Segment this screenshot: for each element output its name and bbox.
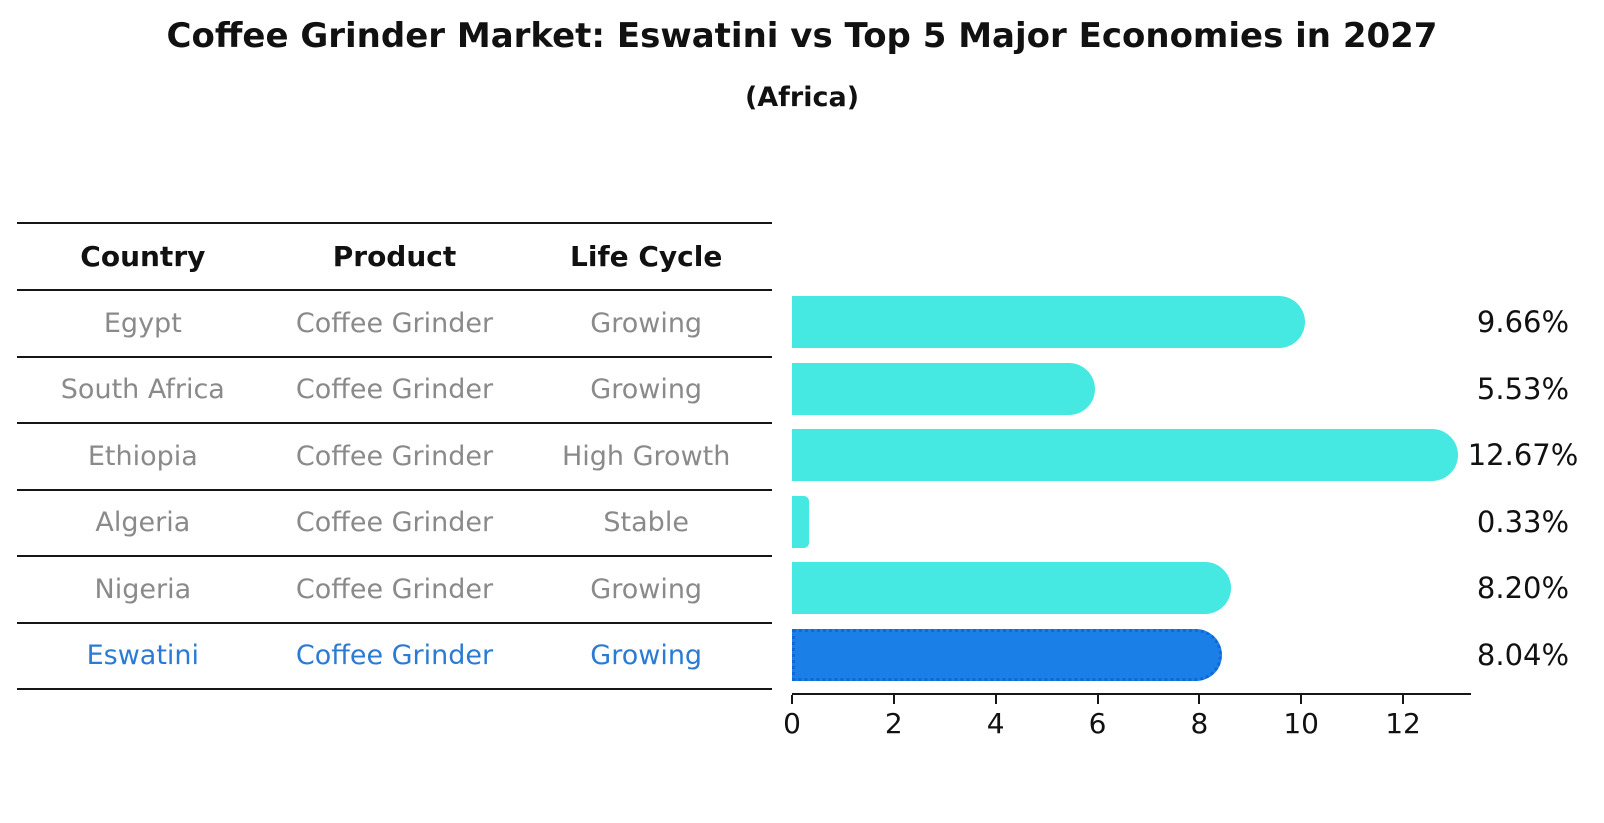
cell-product: Coffee Grinder — [295, 374, 494, 406]
cell-life-cycle: Growing — [590, 307, 703, 339]
table-row-eswatini: Eswatini Coffee Grinder Growing — [17, 624, 772, 690]
table-row-nigeria: Nigeria Coffee Grinder Growing — [17, 557, 772, 624]
cell-country: Ethiopia — [87, 440, 198, 472]
tick-label: 4 — [986, 707, 1005, 740]
cell-product: Coffee Grinder — [295, 573, 494, 605]
table-row-ethiopia: Ethiopia Coffee Grinder High Growth — [17, 424, 772, 491]
cell-country: South Africa — [60, 374, 225, 406]
table-row-egypt: Egypt Coffee Grinder Growing — [17, 291, 772, 358]
cell-product: Coffee Grinder — [295, 640, 494, 672]
tick-label: 0 — [783, 707, 801, 740]
column-header-life-cycle: Life Cycle — [570, 240, 723, 273]
cell-life-cycle: High Growth — [561, 440, 731, 472]
value-label-egypt: 9.66% — [1476, 305, 1570, 340]
cell-product: Coffee Grinder — [295, 440, 494, 472]
value-label-eswatini: 8.04% — [1476, 637, 1570, 672]
tick-label: 6 — [1088, 707, 1107, 740]
x-axis-spine — [792, 693, 1471, 695]
tick-label: 2 — [884, 707, 903, 740]
tick-mark — [1198, 695, 1201, 704]
tick-mark — [791, 695, 793, 704]
tick-mark — [1402, 695, 1405, 704]
cell-life-cycle: Growing — [590, 573, 703, 605]
value-label-nigeria: 8.20% — [1476, 571, 1570, 606]
bar-row — [792, 296, 1482, 349]
cell-life-cycle: Stable — [603, 507, 689, 539]
bar-nigeria — [792, 562, 1231, 615]
tick-label: 8 — [1190, 707, 1209, 740]
table-row-algeria: Algeria Coffee Grinder Stable — [17, 491, 772, 557]
tick-mark — [892, 695, 895, 704]
cell-country: Nigeria — [94, 573, 192, 605]
tick-mark — [1300, 695, 1303, 704]
value-label-algeria: 0.33% — [1476, 504, 1570, 539]
column-header-country: Country — [80, 240, 206, 273]
cell-product: Coffee Grinder — [295, 507, 494, 539]
bar-row — [792, 429, 1482, 482]
bar-algeria — [792, 495, 809, 548]
bar-row — [792, 495, 1482, 548]
value-label-south-africa: 5.53% — [1476, 371, 1570, 406]
cell-country: Algeria — [95, 507, 191, 539]
tick-mark — [1096, 695, 1099, 704]
tick-label: 12 — [1385, 707, 1421, 740]
tick-label: 10 — [1283, 707, 1319, 740]
cell-product: Coffee Grinder — [295, 307, 494, 339]
bar-ethiopia — [792, 429, 1459, 482]
bar-row — [792, 362, 1482, 415]
bar-row — [792, 562, 1482, 615]
chart-title: Coffee Grinder Market: Eswatini vs Top 5… — [166, 16, 1438, 56]
cell-country: Egypt — [103, 307, 182, 339]
bar-south-africa — [792, 362, 1095, 415]
value-label-ethiopia: 12.67% — [1467, 438, 1579, 473]
table-header-row: Country Product Life Cycle — [17, 224, 772, 291]
bar-egypt — [792, 296, 1305, 349]
country-table: Country Product Life Cycle Egypt Coffee … — [17, 222, 772, 690]
chart-subtitle: (Africa) — [744, 82, 860, 113]
table-row-south-africa: South Africa Coffee Grinder Growing — [17, 358, 772, 424]
bar-row — [792, 628, 1482, 681]
cell-life-cycle: Growing — [590, 374, 703, 406]
tick-mark — [994, 695, 997, 704]
cell-country: Eswatini — [86, 640, 200, 672]
bar-eswatini — [792, 628, 1223, 681]
cell-life-cycle: Growing — [590, 640, 703, 672]
column-header-product: Product — [332, 240, 457, 273]
